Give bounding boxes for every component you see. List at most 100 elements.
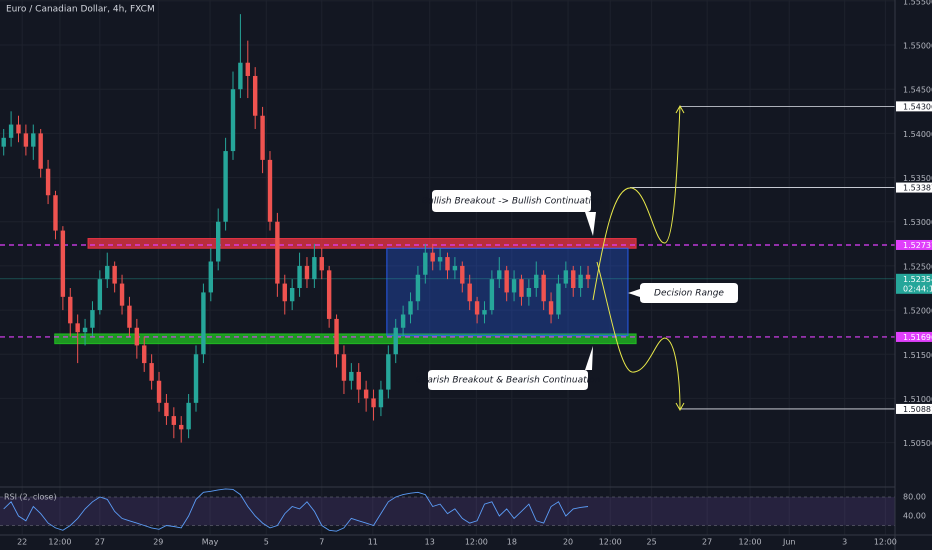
x-tick-label: 5 [264,538,269,547]
y-tick-label: 1.52500 [903,262,932,271]
candle-body [105,265,110,280]
candle-body [142,345,147,364]
candle-body [97,279,103,311]
candle-body [82,327,88,333]
chart-title: Euro / Canadian Dollar, 4h, FXCM [6,5,155,15]
candle-body [60,230,66,297]
x-tick-label: 11 [368,538,378,547]
candle-body [38,133,43,169]
target-label: 1.54306 [903,102,932,111]
bearish-path [596,261,681,411]
candle-body [45,168,51,196]
y-tick-label: 1.51500 [903,351,932,360]
target-label-box [896,101,932,112]
scenario-drawings [592,104,685,412]
candle-body [68,296,73,324]
candle-body [208,261,214,293]
x-tick-label: 20 [563,538,573,547]
y-tick-label: 1.53000 [903,218,932,227]
candle-body [563,270,569,284]
candle-body [415,274,421,302]
candle-body [156,380,162,403]
candle-body [8,124,14,138]
candle-body [489,279,495,311]
candle-body [511,279,517,293]
bullish-path [592,105,681,301]
candle-body [452,265,458,271]
zone [87,238,637,249]
x-tick-label: Jun [782,538,796,547]
candle-body [386,354,391,390]
annotation: Bearish Breakout & Bearish Continuation [416,376,601,386]
callout-bearish [428,346,593,390]
candle-body [267,159,273,222]
candle-body [541,274,546,302]
plot [0,14,895,532]
candle-body [408,301,413,315]
candle-body [223,151,228,222]
x-tick-label: 25 [647,538,657,547]
x-tick-label: 7 [319,538,324,547]
candle-body [179,424,184,430]
candle-body [400,314,406,328]
candle-body [356,371,361,390]
candle-body [1,137,6,147]
candle-body [423,252,428,275]
candle-body [260,115,265,160]
candle-body [164,402,169,417]
candle-body [578,274,583,288]
candle-body [467,283,472,302]
candle-body [238,62,243,90]
x-tick-label: 29 [153,538,163,547]
callout-bullish [432,190,596,236]
candle-body [571,270,576,288]
candle-body [519,279,524,297]
candle-body [171,416,177,425]
level-label: 1.52737 [903,241,932,250]
annotation: Bullish Breakout -> Bullish Continuation [422,197,603,207]
candle-body [193,354,199,403]
candle-body [230,89,236,152]
x-tick-label: 12:00 [874,538,897,547]
callout-decision [628,283,738,303]
candle-body [548,301,554,315]
bearish-arrow [675,402,685,412]
x-tick-label: 12:00 [465,538,488,547]
candle-body [319,257,324,271]
candle-body [304,265,310,280]
y-tick-label: 1.55500 [903,0,932,6]
candle-body [112,265,117,284]
y-tick-label: 1.51000 [903,395,932,404]
candle-body [216,221,221,262]
rsi-line [3,488,589,532]
candle-body [252,75,258,116]
candle-body [534,274,539,288]
candle-body [127,305,132,328]
y-tick-label: 1.54500 [903,86,932,95]
last-price-box [896,273,932,294]
zone [54,333,637,345]
candle-body [119,283,125,306]
candle-body [75,323,80,333]
candle-body [445,257,450,271]
x-tick-label: 18 [507,538,517,547]
target-label: 1.50881 [903,405,932,414]
candle-body [245,62,250,76]
candle-body [378,389,384,408]
level-label-box [896,331,932,342]
candle-body [312,257,317,280]
target-label: 1.53387 [903,184,932,193]
y-tick-label: 1.53500 [903,174,932,183]
y-tick-label: 1.54000 [903,130,932,139]
candle-body [437,257,443,262]
candle-body [474,301,480,315]
candle-body [90,310,95,328]
bullish-arrow [675,104,685,114]
candle-body [275,221,280,284]
x-tick-label: 3 [842,538,847,547]
candle-body [430,252,435,262]
annotation: Decision Range [654,289,724,299]
candle-body [526,287,532,297]
